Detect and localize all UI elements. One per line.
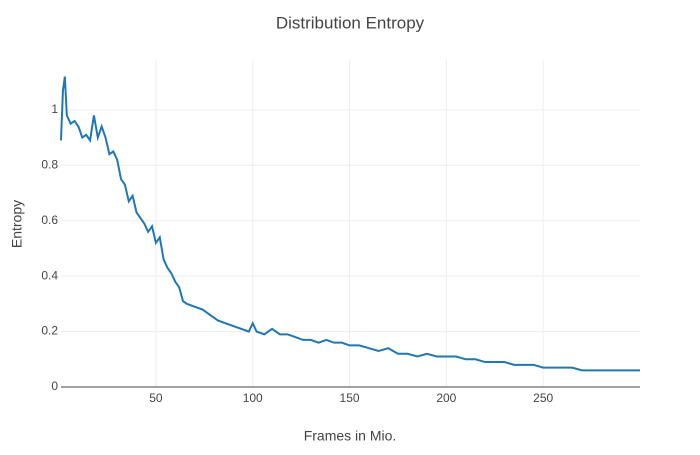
y-tick-label: 0.6 <box>41 213 58 227</box>
x-tick-label: 250 <box>533 391 553 405</box>
y-tick-label: 0.4 <box>41 268 58 282</box>
y-tick-label: 0.2 <box>41 324 58 338</box>
x-tick-label: 50 <box>149 391 163 405</box>
x-tick-label: 150 <box>340 391 360 405</box>
y-axis-label: Entropy <box>9 200 25 248</box>
y-tick-label: 0 <box>51 379 58 393</box>
y-tick-label: 1 <box>51 102 58 116</box>
x-tick-label: 200 <box>436 391 456 405</box>
data-line <box>60 76 640 372</box>
x-tick-label: 100 <box>243 391 263 405</box>
y-tick-label: 0.8 <box>41 157 58 171</box>
x-axis-label: Frames in Mio. <box>304 428 397 444</box>
chart-title: Distribution Entropy <box>276 13 425 32</box>
